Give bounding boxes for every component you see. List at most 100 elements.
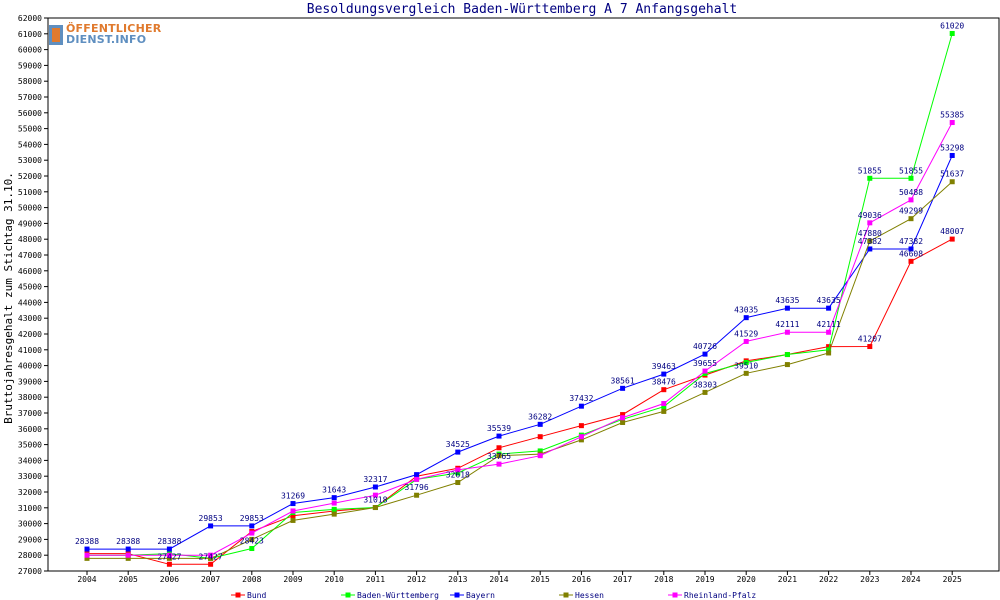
- y-tick-label: 39000: [18, 377, 42, 386]
- data-point: [743, 338, 749, 344]
- y-tick-label: 31000: [18, 504, 42, 513]
- x-tick-label: 2013: [448, 575, 467, 584]
- data-point: [784, 305, 790, 311]
- data-point: [826, 344, 832, 350]
- data-label: 41529: [734, 329, 758, 338]
- data-point: [455, 467, 461, 473]
- data-point: [496, 461, 502, 467]
- legend-label: Hessen: [575, 591, 604, 600]
- x-tick-label: 2014: [489, 575, 508, 584]
- data-point: [249, 536, 255, 542]
- x-tick-label: 2021: [778, 575, 797, 584]
- data-label: 37432: [569, 394, 593, 403]
- data-point: [166, 552, 172, 558]
- series-lines: [84, 30, 955, 567]
- data-label: 29853: [240, 514, 264, 523]
- data-label: 38476: [652, 378, 676, 387]
- data-label: 61020: [940, 21, 964, 30]
- series-line: [87, 155, 953, 550]
- data-point: [372, 505, 378, 511]
- data-point: [208, 561, 214, 567]
- data-label: 28388: [157, 537, 181, 546]
- x-tick-label: 2015: [531, 575, 550, 584]
- data-point: [290, 513, 296, 519]
- y-tick-label: 56000: [18, 109, 42, 118]
- data-point: [826, 329, 832, 335]
- y-tick-label: 55000: [18, 125, 42, 134]
- y-tick-label: 28000: [18, 551, 42, 560]
- data-label: 42111: [817, 320, 841, 329]
- data-label: 47382: [899, 237, 923, 246]
- data-label: 42111: [775, 320, 799, 329]
- x-axis: 2004 2005 2006 2007 2008 2009 2010 2011 2012 2013…: [77, 571, 962, 584]
- y-tick-label: 57000: [18, 93, 42, 102]
- x-tick-label: 2009: [283, 575, 302, 584]
- x-tick-label: 2023: [860, 575, 879, 584]
- data-point: [331, 500, 337, 506]
- data-label: 27427: [199, 552, 223, 561]
- data-label: 40726: [693, 342, 717, 351]
- data-label: 29853: [199, 514, 223, 523]
- legend-label: Baden-Württemberg: [357, 591, 439, 600]
- legend-swatch-marker: [563, 592, 569, 598]
- legend-label: Bund: [247, 591, 266, 600]
- data-label: 47382: [858, 237, 882, 246]
- logo-line-2: DIENST.INFO: [66, 33, 147, 46]
- y-tick-label: 43000: [18, 314, 42, 323]
- data-label: 31796: [405, 483, 429, 492]
- data-point: [331, 495, 337, 501]
- data-point: [908, 258, 914, 264]
- data-point: [414, 472, 420, 478]
- data-point: [661, 401, 667, 407]
- legend-swatch-marker: [235, 592, 241, 598]
- y-tick-label: 40000: [18, 362, 42, 371]
- data-point: [826, 347, 832, 353]
- legend-label: Rheinland-Pfalz: [684, 591, 756, 600]
- legend-label: Bayern: [466, 591, 495, 600]
- data-label: 33765: [487, 452, 511, 461]
- data-point: [784, 329, 790, 335]
- data-point: [414, 476, 420, 482]
- legend-item: Bayern: [450, 591, 495, 600]
- y-tick-label: 52000: [18, 172, 42, 181]
- data-point: [620, 412, 626, 418]
- legend-swatch-marker: [345, 592, 351, 598]
- data-label: 31269: [281, 492, 305, 501]
- y-tick-label: 33000: [18, 472, 42, 481]
- data-point: [166, 561, 172, 567]
- data-label: 32317: [363, 475, 387, 484]
- y-axis: 27000 28000 29000 30000 31000 32000 33000 34000…: [18, 14, 48, 576]
- data-point: [661, 408, 667, 414]
- data-point: [908, 246, 914, 252]
- y-tick-label: 49000: [18, 219, 42, 228]
- data-point: [949, 120, 955, 126]
- y-tick-label: 61000: [18, 30, 42, 39]
- data-label: 47880: [858, 229, 882, 238]
- data-point: [84, 552, 90, 558]
- data-label: 38561: [611, 376, 635, 385]
- data-point: [290, 501, 296, 507]
- data-label: 28388: [75, 537, 99, 546]
- data-point: [125, 552, 131, 558]
- data-point: [290, 508, 296, 514]
- series-hessen: [84, 179, 955, 561]
- y-tick-label: 59000: [18, 61, 42, 70]
- data-point: [372, 484, 378, 490]
- data-point: [166, 546, 172, 552]
- data-point: [125, 546, 131, 552]
- data-point: [620, 415, 626, 421]
- data-label: 51855: [858, 166, 882, 175]
- data-point: [372, 492, 378, 498]
- data-point: [867, 220, 873, 226]
- data-point: [949, 236, 955, 242]
- legend-item: Bund: [231, 591, 266, 600]
- data-point: [578, 423, 584, 429]
- data-point: [661, 387, 667, 393]
- data-label: 32618: [446, 471, 470, 480]
- data-point: [84, 546, 90, 552]
- x-tick-label: 2024: [901, 575, 920, 584]
- data-label: 34525: [446, 440, 470, 449]
- data-point: [125, 555, 131, 561]
- data-point: [661, 371, 667, 377]
- data-point: [249, 530, 255, 536]
